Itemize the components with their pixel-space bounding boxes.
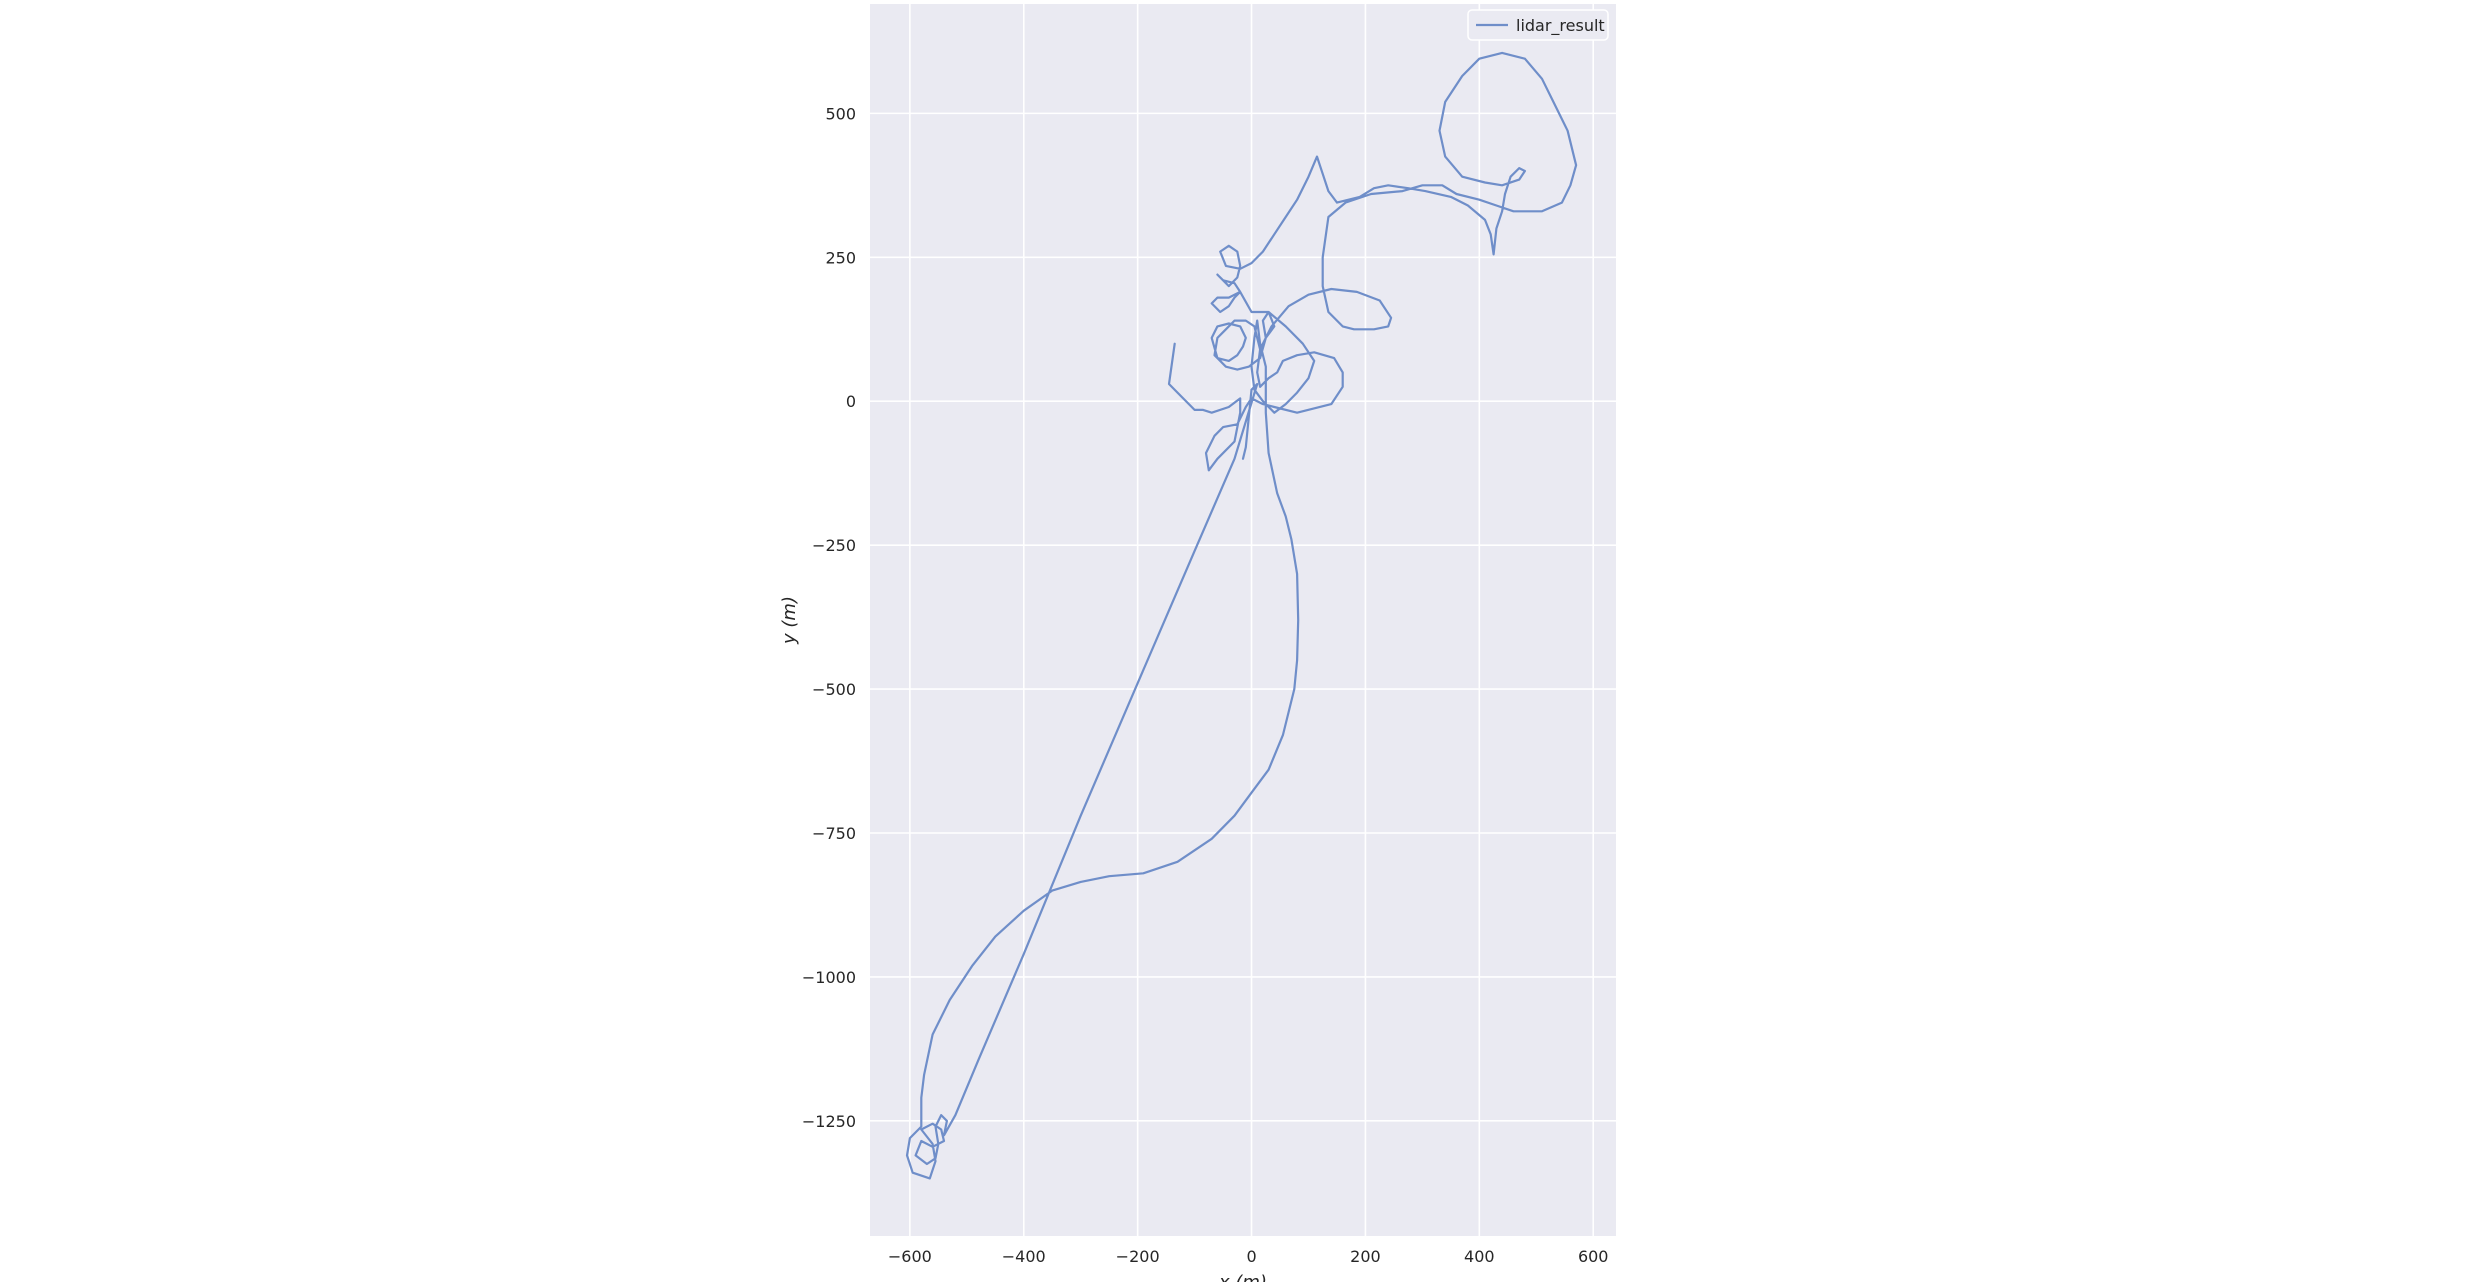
series-lines [905, 51, 1578, 1180]
tick-labels: −600 −400 −200 0 200 400 600 500 250 0 −250 −500 −75… [802, 104, 1609, 1266]
x-tick-label: −200 [1116, 1247, 1160, 1266]
y-tick-label: 250 [825, 248, 856, 267]
x-tick-label: 0 [1246, 1247, 1256, 1266]
y-axis-label: y (m) [779, 596, 800, 645]
y-tick-label: −750 [812, 824, 856, 843]
legend-box [1467, 9, 1609, 41]
y-tick-label: −1250 [802, 1112, 856, 1131]
y-tick-label: −500 [812, 680, 856, 699]
legend: lidar_result [1467, 9, 1609, 41]
grid-lines [870, 4, 1616, 1236]
x-tick-label: −600 [888, 1247, 932, 1266]
y-tick-label: −1000 [802, 968, 856, 987]
x-tick-label: 600 [1578, 1247, 1609, 1266]
x-tick-label: 200 [1350, 1247, 1381, 1266]
y-tick-label: −250 [812, 536, 856, 555]
x-tick-label: −400 [1002, 1247, 1046, 1266]
series-line-lidar-result [905, 51, 1578, 1180]
x-tick-label: 400 [1464, 1247, 1495, 1266]
y-tick-label: 500 [825, 104, 856, 123]
legend-label-lidar-result: lidar_result [1516, 16, 1605, 36]
x-axis-label: x (m) [1218, 1272, 1267, 1282]
y-tick-label: 0 [846, 392, 856, 411]
plot-area [870, 4, 1616, 1236]
